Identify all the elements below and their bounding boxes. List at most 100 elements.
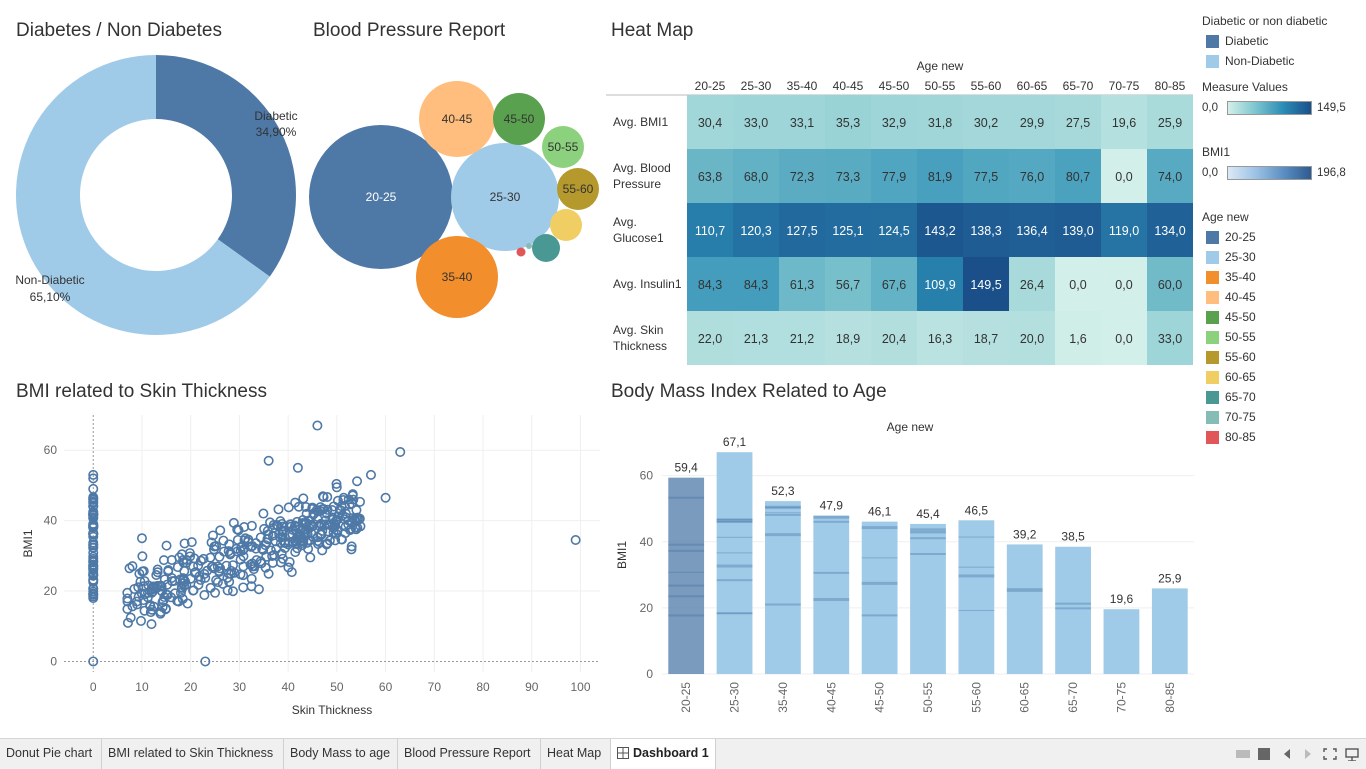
bar-chart[interactable]: Age new 0 20 40 60 BMI1 59,4 20-25 67,1 25-30 52,3… [606, 410, 1196, 730]
heatmap-cell-value: 125,1 [832, 224, 863, 238]
scatter-point [300, 501, 311, 512]
scatter-x-tick: 60 [379, 680, 393, 694]
tab-body-mass-to-age[interactable]: Body Mass to age [284, 739, 398, 769]
tab-bmi-skin-thickness[interactable]: BMI related to Skin Thickness [102, 739, 284, 769]
heatmap-cell-value: 35,3 [836, 116, 860, 130]
heatmap-cell-value: 33,0 [1158, 332, 1182, 346]
legend-item-age-40-45[interactable]: 40-45 [1206, 290, 1256, 304]
legend-item-age-35-40[interactable]: 35-40 [1206, 270, 1256, 284]
legend-item-age-70-75[interactable]: 70-75 [1206, 410, 1256, 424]
heatmap-cell [1101, 311, 1147, 365]
legend-item-age-45-50[interactable]: 45-50 [1206, 310, 1256, 324]
bar-segment-line [1006, 588, 1043, 591]
scatter-point [137, 551, 148, 562]
heatmap-cell [1009, 149, 1055, 203]
bubble-25-30 [451, 143, 559, 251]
donut-chart[interactable]: Diabetic 34,90% Non-Diabetic 65,10% [0, 40, 300, 380]
heatmap-cell-value: 20,4 [882, 332, 906, 346]
scatter-point [88, 469, 99, 480]
scatter-point [277, 526, 288, 537]
previous-sheet-icon[interactable] [1282, 748, 1292, 760]
legend-item-age-60-65[interactable]: 60-65 [1206, 370, 1256, 384]
bubble-65-70 [532, 234, 560, 262]
measure-min-label: 0,0 [1202, 102, 1218, 114]
scatter-point [178, 555, 189, 566]
scatter-y-tick: 60 [44, 443, 58, 457]
legend-label: Diabetic [1225, 34, 1269, 48]
scatter-point [257, 543, 268, 554]
scatter-point [133, 591, 144, 602]
tab-heat-map[interactable]: Heat Map [541, 739, 611, 769]
bar-x-tick: 20-25 [679, 682, 693, 713]
legend-item-age-20-25[interactable]: 20-25 [1206, 230, 1256, 244]
scatter-point [211, 575, 222, 586]
bar-value-label: 25,9 [1158, 571, 1182, 585]
heatmap-cell [779, 203, 825, 257]
legend-swatch [1206, 250, 1219, 264]
heatmap-row-label: Thickness [613, 339, 667, 353]
next-sheet-icon[interactable] [1303, 748, 1313, 760]
bubble-label: 25-30 [490, 190, 521, 204]
tab-blood-pressure-report[interactable]: Blood Pressure Report [398, 739, 541, 769]
present-mode-icon[interactable] [1345, 748, 1359, 761]
scatter-point [331, 478, 342, 489]
tab-donut-pie-chart[interactable]: Donut Pie chart [0, 739, 102, 769]
scatter-point [88, 512, 99, 523]
scatter-point [321, 508, 332, 519]
bubble-chart[interactable]: 20-25 25-30 35-40 40-45 45-50 50-55 55-60 [300, 70, 600, 360]
heatmap-column-label: 45-50 [879, 79, 910, 93]
legend-item-age-65-70[interactable]: 65-70 [1206, 390, 1256, 404]
bar-segment-line [668, 549, 705, 552]
legend-label: 20-25 [1225, 230, 1256, 244]
legend-item-age-25-30[interactable]: 25-30 [1206, 250, 1256, 264]
scatter-point [186, 537, 197, 548]
filmstrip-view-icon[interactable] [1236, 748, 1250, 760]
bar-segment-line [958, 566, 995, 568]
bar-x-tick: 35-40 [776, 682, 790, 713]
heatmap-cell [917, 311, 963, 365]
legend-swatch [1206, 230, 1219, 244]
bar-70-75 [1103, 609, 1140, 674]
heatmap-cell [1055, 203, 1101, 257]
legend-item-age-50-55[interactable]: 50-55 [1206, 330, 1256, 344]
scatter-point [263, 568, 274, 579]
fullscreen-icon[interactable] [1323, 748, 1337, 760]
heatmap-cell [1055, 311, 1101, 365]
bubble-label: 45-50 [504, 112, 535, 126]
heatmap-row-label: Avg. Skin [613, 323, 663, 337]
legend-item-age-55-60[interactable]: 55-60 [1206, 350, 1256, 364]
scatter-point [322, 538, 333, 549]
tab-dashboard-1[interactable]: Dashboard 1 [611, 739, 716, 769]
scatter-point [232, 534, 243, 545]
scatter-point [146, 619, 157, 630]
scatter-point [223, 546, 234, 557]
donut-label: Diabetic [254, 109, 297, 123]
bar-segment-line [668, 543, 705, 546]
bar-y-tick: 20 [640, 601, 654, 615]
scatter-point [146, 584, 157, 595]
bmi-color-ramp [1227, 166, 1312, 180]
legend-swatch [1206, 270, 1219, 284]
legend-item-non-diabetic[interactable]: Non-Diabetic [1206, 54, 1294, 68]
heatmap-cell [871, 95, 917, 149]
legend-item-age-80-85[interactable]: 80-85 [1206, 430, 1256, 444]
heatmap-cell [825, 257, 871, 311]
bar-segment-line [813, 571, 850, 574]
heat-map[interactable]: Age new 20-25 25-30 35-40 40-45 45-50 50-55 55-… [606, 55, 1196, 365]
scatter-plot[interactable]: 0 10 20 30 40 50 60 70 80 90 100 0 20 40 60 Skin Thickn… [0, 410, 600, 730]
bar-80-85 [1151, 588, 1188, 674]
legend-swatch [1206, 310, 1219, 324]
bar-45-50 [861, 521, 898, 674]
heatmap-cell [687, 311, 733, 365]
heatmap-cell-value: 29,9 [1020, 116, 1044, 130]
show-tabs-icon[interactable] [1258, 748, 1270, 760]
scatter-point [181, 579, 192, 590]
heatmap-row-label: Pressure [613, 177, 661, 191]
legend-item-diabetic[interactable]: Diabetic [1206, 34, 1268, 48]
scatter-point [296, 538, 307, 549]
scatter-point [324, 535, 335, 546]
bar-segment-line [668, 595, 705, 598]
bar-40-45 [813, 515, 850, 674]
legend-label: 55-60 [1225, 350, 1256, 364]
scatter-x-tick: 100 [570, 680, 590, 694]
